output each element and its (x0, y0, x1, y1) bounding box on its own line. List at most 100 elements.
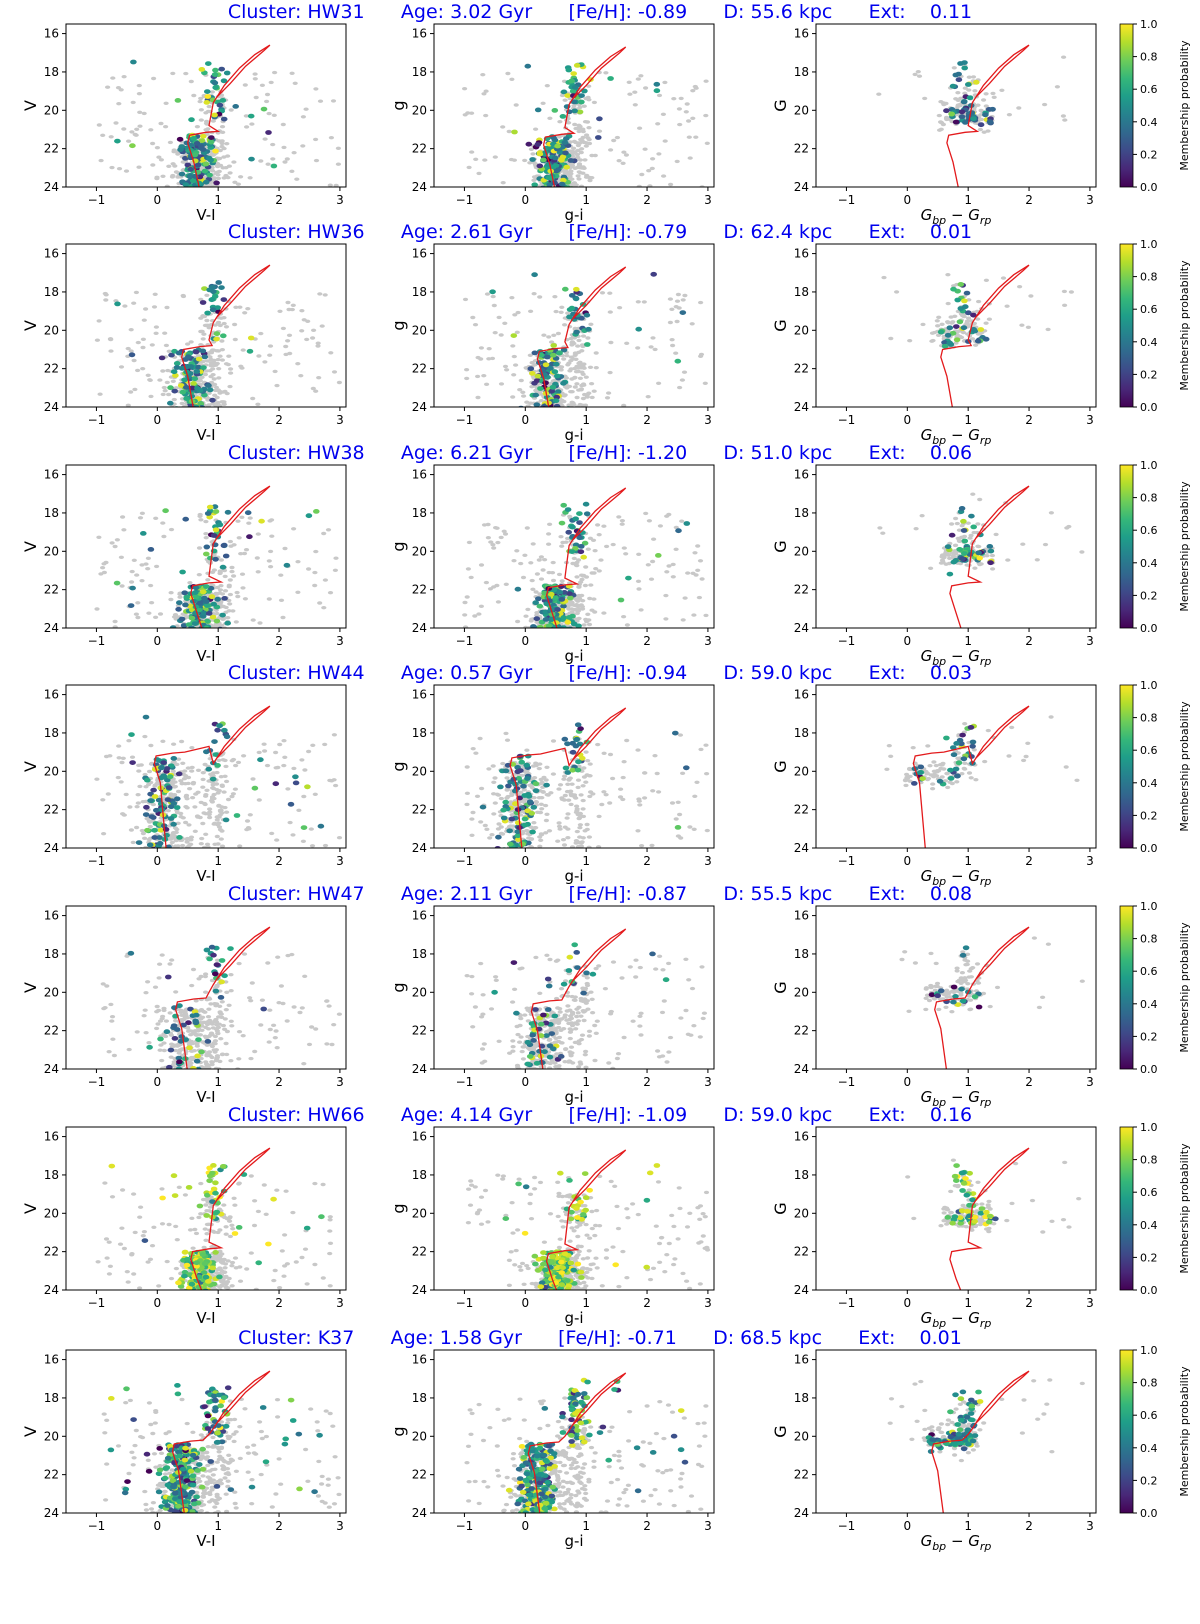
field-star (928, 566, 934, 570)
axes-frame (433, 464, 715, 629)
field-star (582, 392, 588, 397)
member-star (617, 597, 625, 603)
field-star (272, 369, 278, 374)
field-star (249, 122, 255, 126)
member-star (209, 284, 216, 290)
member-star (553, 361, 560, 367)
field-star (212, 821, 218, 825)
field-star (604, 544, 610, 549)
member-star (219, 98, 227, 103)
field-star (175, 844, 181, 848)
member-star (212, 85, 219, 90)
member-star (653, 88, 661, 94)
field-star (182, 407, 187, 410)
field-star (237, 305, 243, 309)
field-star (949, 551, 955, 555)
field-star (496, 315, 502, 320)
field-star (560, 635, 565, 638)
field-star (289, 169, 295, 173)
field-star (210, 629, 215, 632)
field-star (623, 552, 629, 556)
plot-area (94, 485, 339, 632)
member-star (560, 347, 568, 353)
y-axis-label: G (771, 319, 790, 331)
member-star (150, 846, 157, 848)
field-star (553, 309, 559, 314)
field-star (546, 829, 553, 833)
field-star (137, 516, 144, 520)
field-star (674, 159, 680, 164)
field-star (662, 139, 668, 143)
field-star (126, 739, 132, 743)
member-star (961, 538, 969, 544)
field-star (94, 607, 100, 611)
field-star (313, 137, 319, 142)
field-star (233, 620, 239, 624)
field-star (282, 546, 288, 551)
field-star (294, 177, 300, 181)
field-star (579, 593, 585, 598)
member-star (214, 727, 221, 733)
member-star (956, 547, 963, 552)
field-star (173, 170, 179, 174)
field-star (972, 89, 978, 93)
field-star (561, 413, 566, 416)
field-star (533, 388, 539, 393)
field-star (129, 569, 135, 574)
field-star (486, 347, 492, 351)
x-axis-label: Gbp − Grp (921, 206, 992, 227)
member-star (222, 817, 230, 823)
field-star (537, 408, 542, 411)
field-star (907, 339, 913, 343)
header-ext-value: 0.06 (930, 442, 972, 464)
field-star (176, 757, 182, 761)
field-star (274, 383, 280, 388)
field-star (571, 104, 577, 108)
field-star (880, 531, 886, 535)
member-star (177, 383, 185, 388)
field-star (163, 343, 169, 348)
field-star (575, 174, 581, 178)
field-star (981, 130, 987, 134)
field-star (484, 292, 491, 296)
field-star (97, 392, 103, 396)
field-star (150, 141, 156, 146)
field-star (1006, 113, 1013, 117)
field-star (487, 587, 494, 591)
member-star (222, 553, 230, 559)
field-star (312, 792, 318, 796)
field-star (967, 536, 973, 540)
field-star (463, 625, 469, 628)
member-star (536, 624, 544, 628)
member-star (113, 580, 121, 586)
member-star (539, 188, 546, 193)
y-tick-label: 24 (44, 180, 59, 194)
member-star (247, 335, 255, 341)
field-star (673, 547, 679, 551)
y-tick-label: 20 (44, 323, 59, 337)
field-star (466, 540, 472, 545)
member-star (211, 112, 218, 118)
field-star (283, 352, 289, 357)
member-star (965, 82, 972, 87)
field-star (1048, 511, 1054, 515)
member-star (537, 386, 544, 391)
plot-area (94, 264, 342, 414)
field-star (1004, 304, 1010, 308)
isochrone-line (946, 44, 1030, 187)
field-star (578, 150, 584, 155)
field-star (202, 411, 207, 414)
member-star (550, 343, 557, 348)
field-star (135, 601, 141, 605)
member-star (578, 315, 585, 321)
x-tick-label: 3 (1086, 634, 1094, 648)
field-star (568, 390, 574, 394)
field-star (148, 394, 154, 399)
field-star (126, 139, 132, 143)
field-star (163, 101, 169, 106)
y-tick-label: 18 (44, 726, 59, 740)
member-star (135, 840, 143, 845)
member-star (206, 172, 213, 178)
field-star (915, 70, 921, 74)
